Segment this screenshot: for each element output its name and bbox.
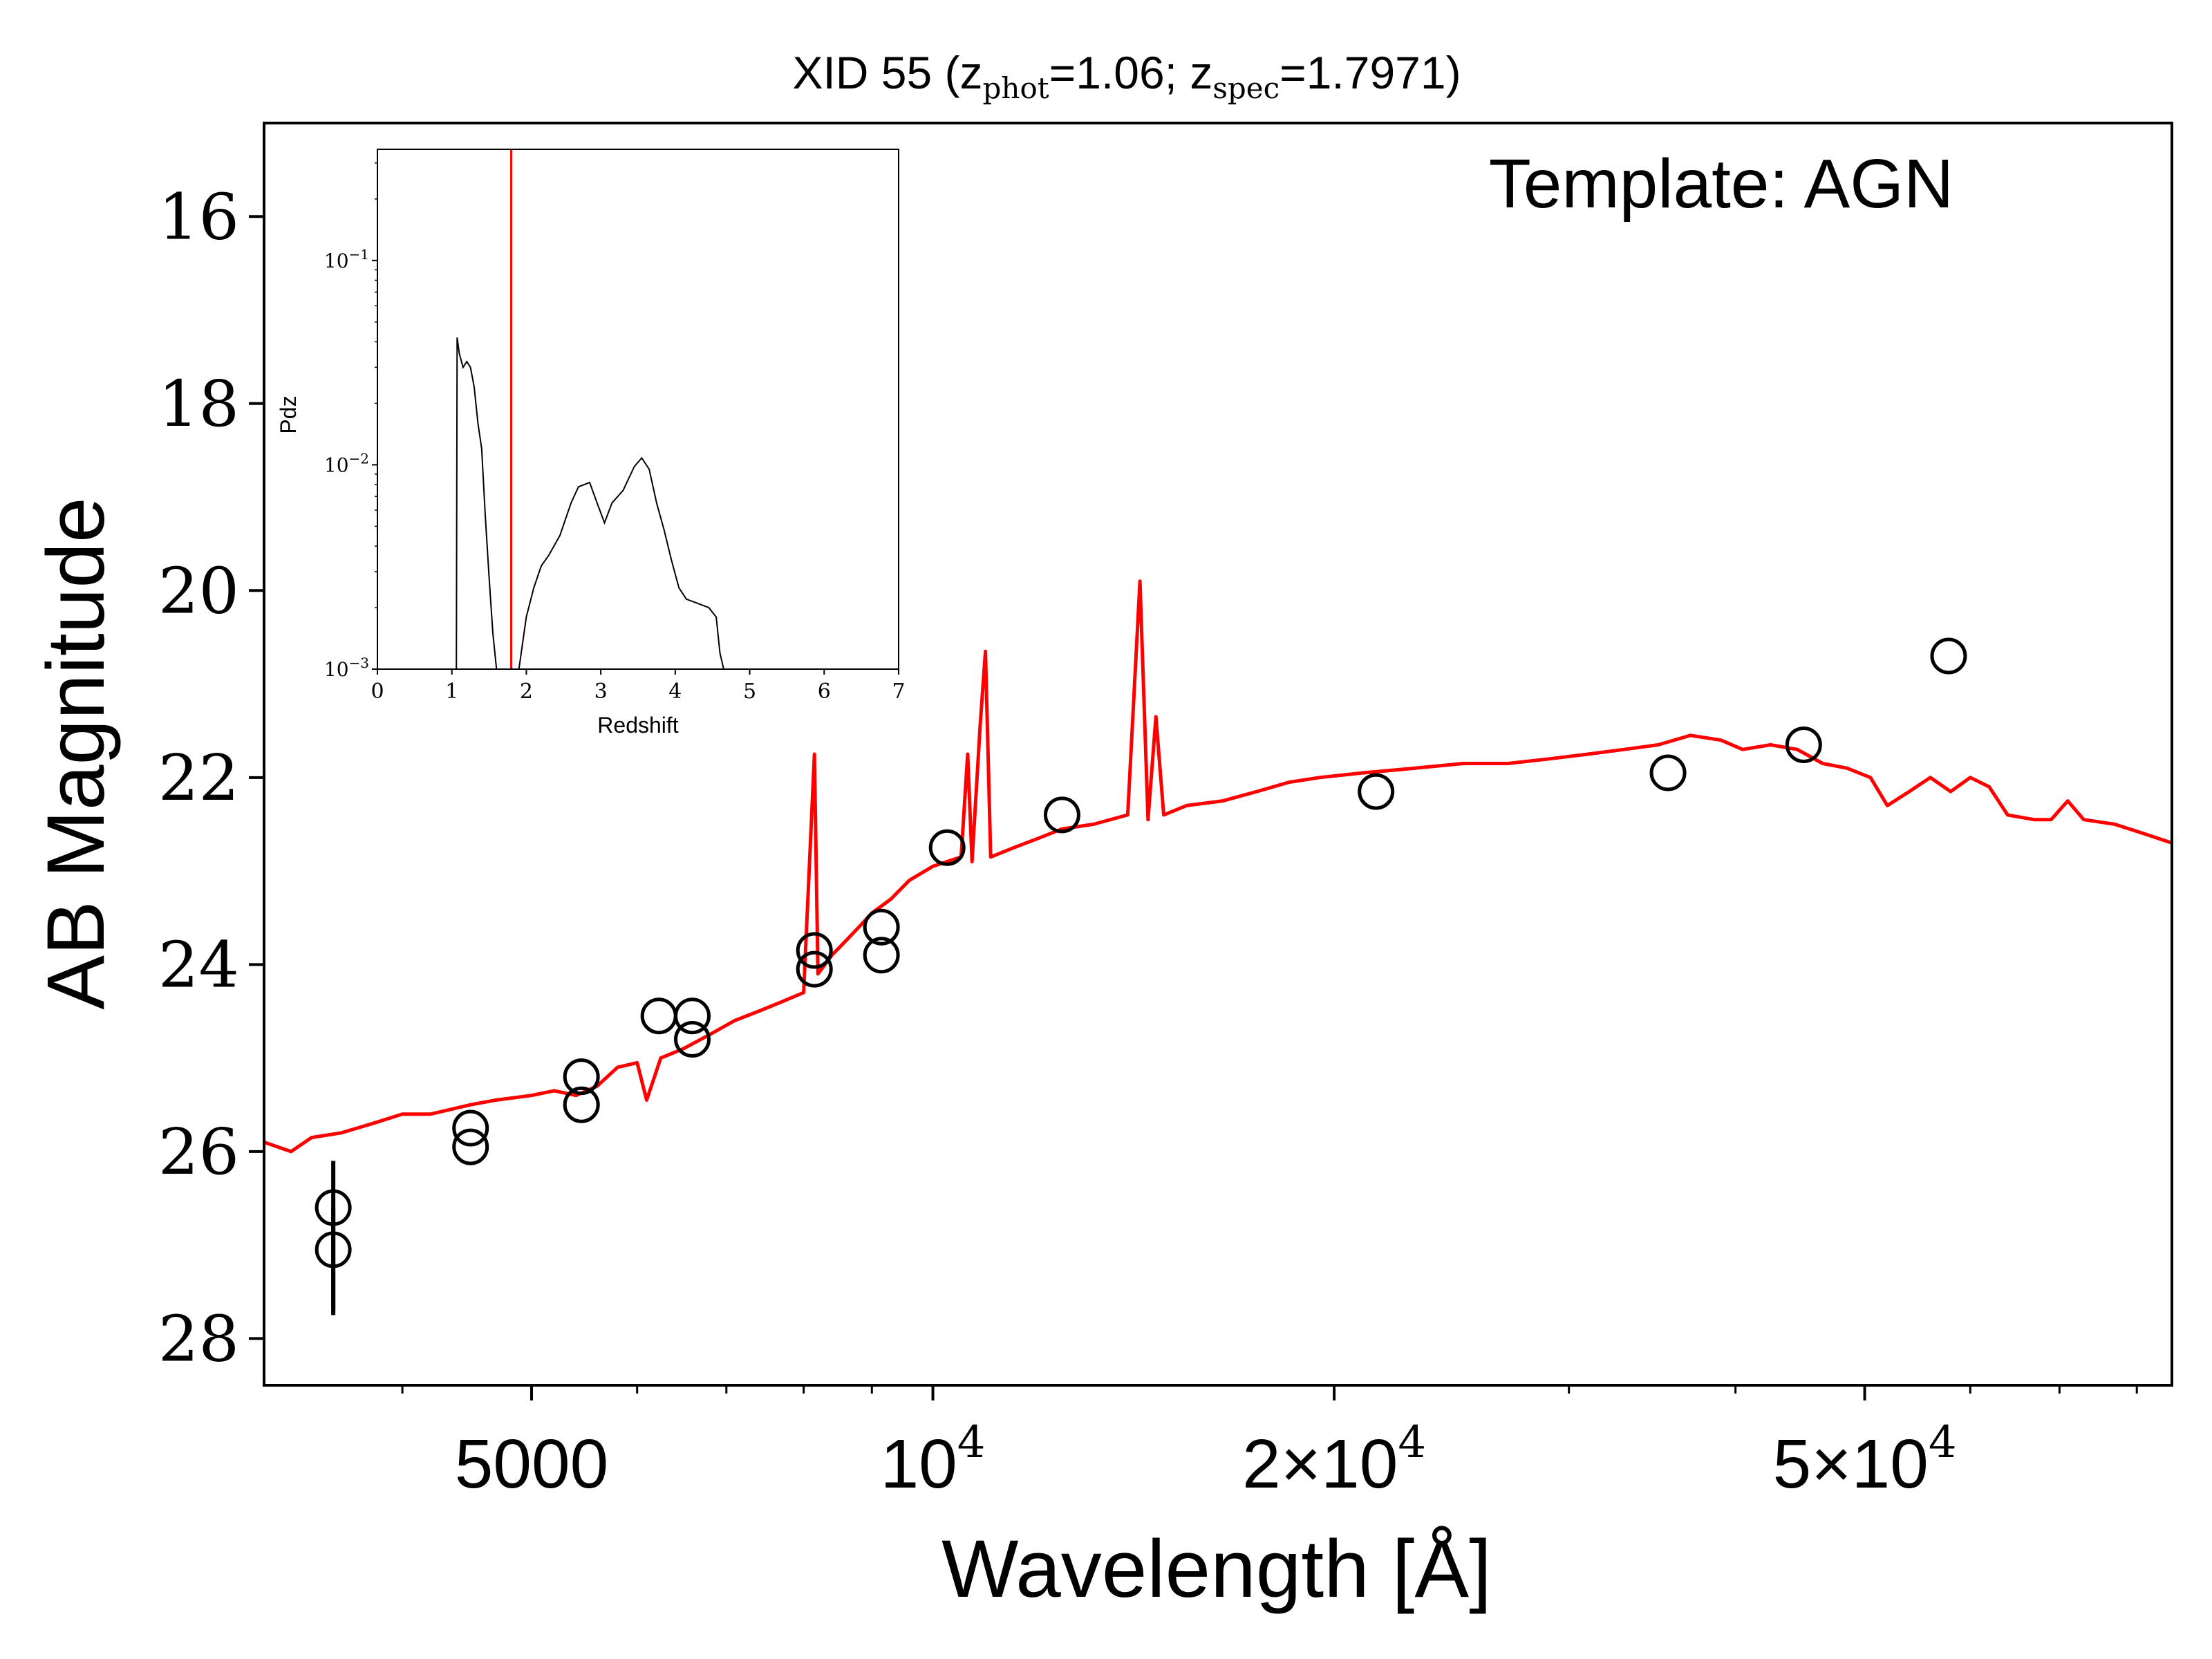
inset-frame	[377, 149, 899, 670]
photometry-point	[452, 1109, 489, 1147]
photometry-marker	[863, 908, 900, 946]
photometry-point	[674, 1021, 711, 1058]
x-tick-label-exponent: 4	[1929, 1417, 1957, 1468]
photometry-marker	[452, 1128, 489, 1165]
photometry-points	[315, 637, 1967, 1315]
photometry-marker	[1358, 773, 1395, 810]
chart-title: XID 55 (zphot=1.06; zspec=1.7971)	[792, 47, 1461, 105]
x-tick-label-base: 10	[881, 1425, 957, 1503]
photometry-marker	[796, 950, 833, 988]
photometry-marker	[563, 1086, 600, 1123]
x-tick-label: 5000	[455, 1425, 608, 1503]
photometry-point	[796, 932, 833, 969]
inset-y-tick-label: 10−3	[324, 655, 369, 681]
inset-x-axis-ticks: 0 1 2 3 4 5 6 7	[371, 669, 906, 704]
inset-x-tick-label: 3	[594, 679, 608, 704]
inset-x-tick-label: 5	[743, 679, 756, 704]
inset-y-axis-label: Pdz	[276, 395, 301, 433]
title-phot-subscript: phot	[983, 71, 1049, 105]
photometry-marker	[1930, 637, 1967, 675]
photometry-point	[1930, 637, 1967, 675]
inset-y-tick-label: 10−2	[324, 450, 369, 476]
photometry-marker	[928, 829, 966, 866]
inset-y-tick-exponent: −2	[349, 450, 369, 467]
inset-y-tick-base: 10	[324, 453, 349, 476]
title-phot-value: =1.06; z	[1049, 47, 1213, 98]
x-axis-label: Wavelength [Å]	[941, 1524, 1492, 1615]
x-tick-label-base: 5000	[455, 1425, 608, 1503]
photometry-point	[452, 1128, 489, 1165]
inset-x-tick-label: 7	[892, 679, 905, 704]
inset-y-tick-base: 10	[324, 658, 349, 681]
photometry-point	[863, 908, 900, 946]
photometry-marker	[1043, 796, 1080, 834]
y-tick-label: 26	[158, 1115, 239, 1189]
photometry-point	[674, 997, 711, 1035]
inset-x-tick-label: 6	[818, 679, 831, 704]
photometry-marker	[1649, 754, 1687, 791]
inset-y-axis-ticks: 10−110−210−3	[324, 162, 377, 681]
pdz-curve	[456, 337, 724, 669]
inset-x-tick-label: 2	[520, 679, 533, 704]
sed-template-line	[264, 579, 2172, 1154]
inset-x-tick-label: 1	[445, 679, 458, 704]
photometry-point	[1358, 773, 1395, 810]
y-tick-label: 20	[158, 554, 239, 628]
inset-x-axis-label: Redshift	[597, 713, 679, 738]
title-spec-subscript: spec	[1212, 71, 1280, 105]
y-axis-ticks: 16 18 20 22 24 26 28	[158, 180, 264, 1376]
inset-y-tick-label: 10−1	[324, 246, 369, 272]
photometry-marker	[674, 1021, 711, 1058]
y-tick-label: 18	[158, 367, 239, 441]
inset-y-tick-exponent: −3	[349, 655, 369, 671]
x-tick-label: 5×104	[1773, 1417, 1957, 1503]
photometry-point	[928, 829, 966, 866]
inset-x-tick-label: 0	[371, 679, 384, 704]
inset-x-tick-label: 4	[668, 679, 682, 704]
photometry-marker	[863, 937, 900, 974]
photometry-point	[863, 937, 900, 974]
photometry-point	[1649, 754, 1687, 791]
inset-y-tick-base: 10	[324, 250, 349, 272]
photometry-point	[1785, 726, 1822, 763]
x-tick-label: 2×104	[1242, 1417, 1426, 1503]
x-tick-label-exponent: 4	[957, 1417, 986, 1468]
template-annotation: Template: AGN	[1489, 145, 1954, 223]
y-tick-label: 24	[158, 928, 239, 1002]
x-tick-label: 104	[881, 1417, 986, 1503]
photometry-marker	[315, 1231, 352, 1268]
inset-y-tick-exponent: −1	[349, 246, 369, 263]
y-tick-label: 16	[158, 180, 239, 254]
photometry-marker	[674, 997, 711, 1035]
x-axis-ticks: 5000 104 2×104 5×104	[401, 1385, 2138, 1503]
photometry-point	[796, 950, 833, 988]
y-tick-label: 22	[158, 741, 239, 815]
photometry-point	[315, 1208, 352, 1315]
photometry-point	[1043, 796, 1080, 834]
main-plot-frame	[263, 122, 2173, 1387]
photometry-marker	[563, 1058, 600, 1096]
x-tick-label-base: 2×10	[1242, 1425, 1398, 1503]
photometry-marker	[1785, 726, 1822, 763]
y-tick-label: 28	[158, 1302, 239, 1376]
x-tick-label-exponent: 4	[1398, 1417, 1426, 1468]
x-tick-label-base: 5×10	[1773, 1425, 1929, 1503]
y-axis-label: AB Magnitude	[30, 497, 122, 1009]
title-spec-value: =1.7971)	[1280, 47, 1461, 98]
photometry-point	[563, 1058, 600, 1096]
title-prefix: XID 55 (z	[792, 47, 982, 98]
photometry-point	[563, 1086, 600, 1123]
photometry-marker	[796, 932, 833, 969]
inset-background	[377, 149, 899, 669]
photometry-marker	[452, 1109, 489, 1147]
